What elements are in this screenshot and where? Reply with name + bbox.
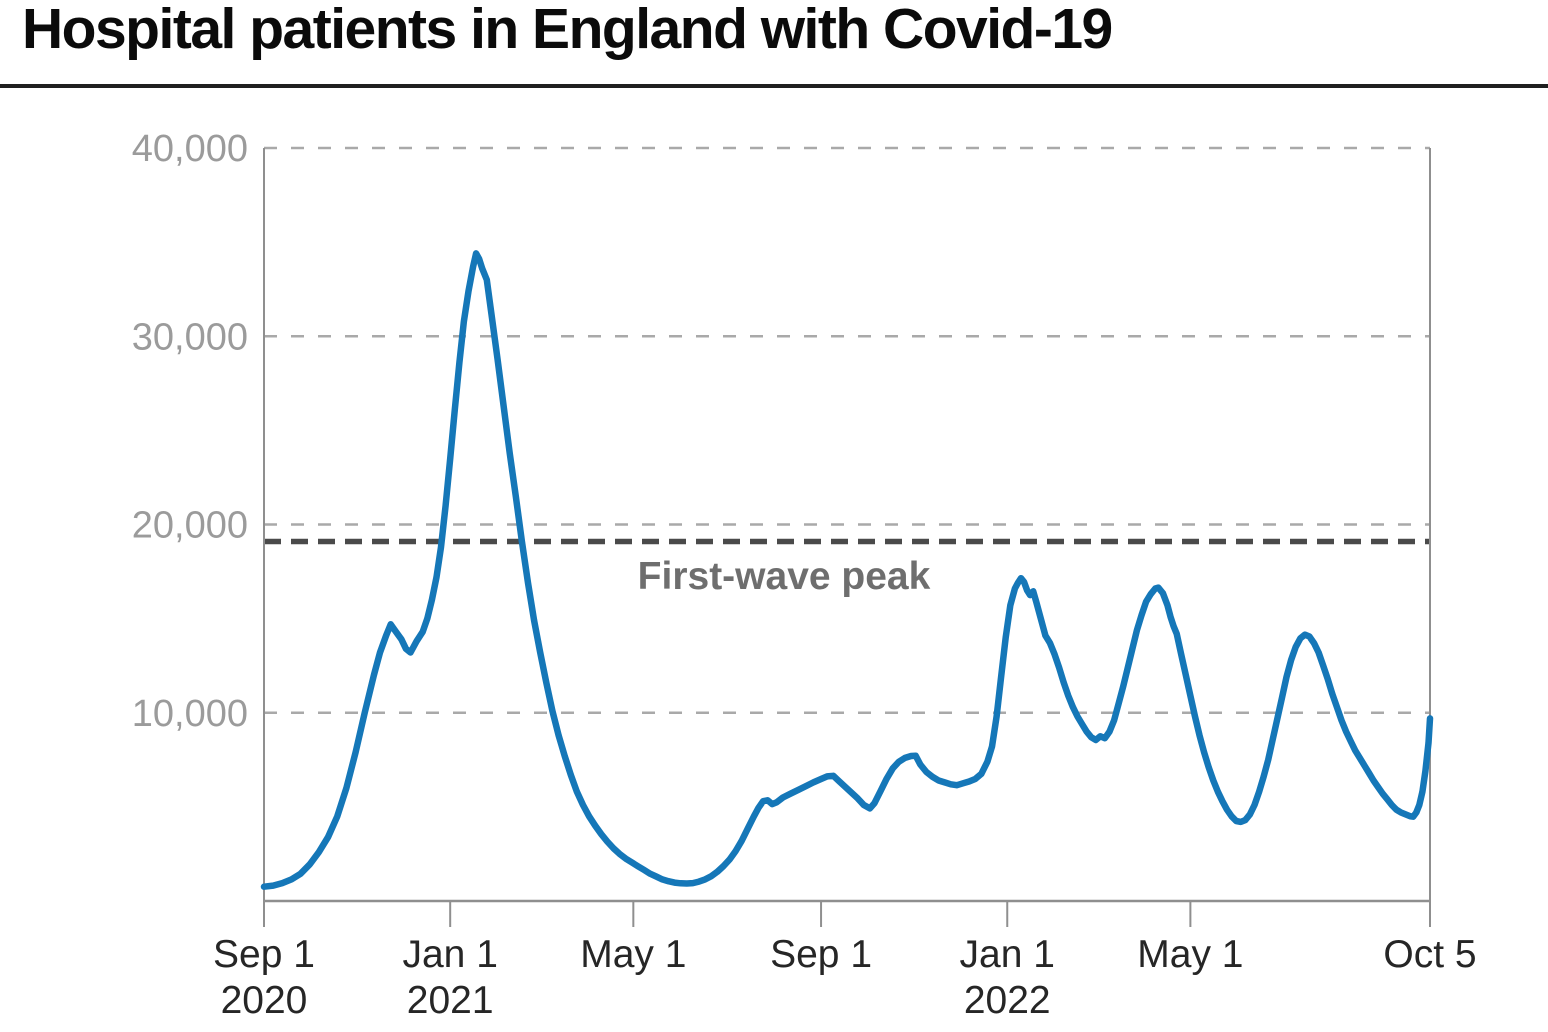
page-title: Hospital patients in England with Covid-… — [22, 0, 1113, 61]
x-tick-label: May 1 — [1137, 933, 1243, 976]
x-tick-label: Jan 1 — [960, 933, 1055, 976]
x-tick-label: Jan 1 — [402, 933, 497, 976]
first-wave-peak-label: First-wave peak — [638, 555, 931, 598]
y-tick-label: 30,000 — [132, 316, 248, 358]
x-tick-label: Sep 1 — [213, 933, 315, 976]
y-tick-label: 20,000 — [132, 505, 248, 547]
title-divider — [0, 84, 1548, 88]
x-tick-sublabel: 2020 — [221, 979, 308, 1022]
x-tick-label: Oct 5 — [1383, 933, 1476, 976]
y-tick-label: 10,000 — [132, 693, 248, 735]
covid-patients-line — [260, 250, 1434, 890]
x-tick-sublabel: 2022 — [964, 979, 1051, 1022]
x-tick-label: Sep 1 — [770, 933, 872, 976]
x-tick-sublabel: 2021 — [407, 979, 494, 1022]
x-tick-label: May 1 — [580, 933, 686, 976]
y-tick-label: 40,000 — [132, 128, 248, 170]
